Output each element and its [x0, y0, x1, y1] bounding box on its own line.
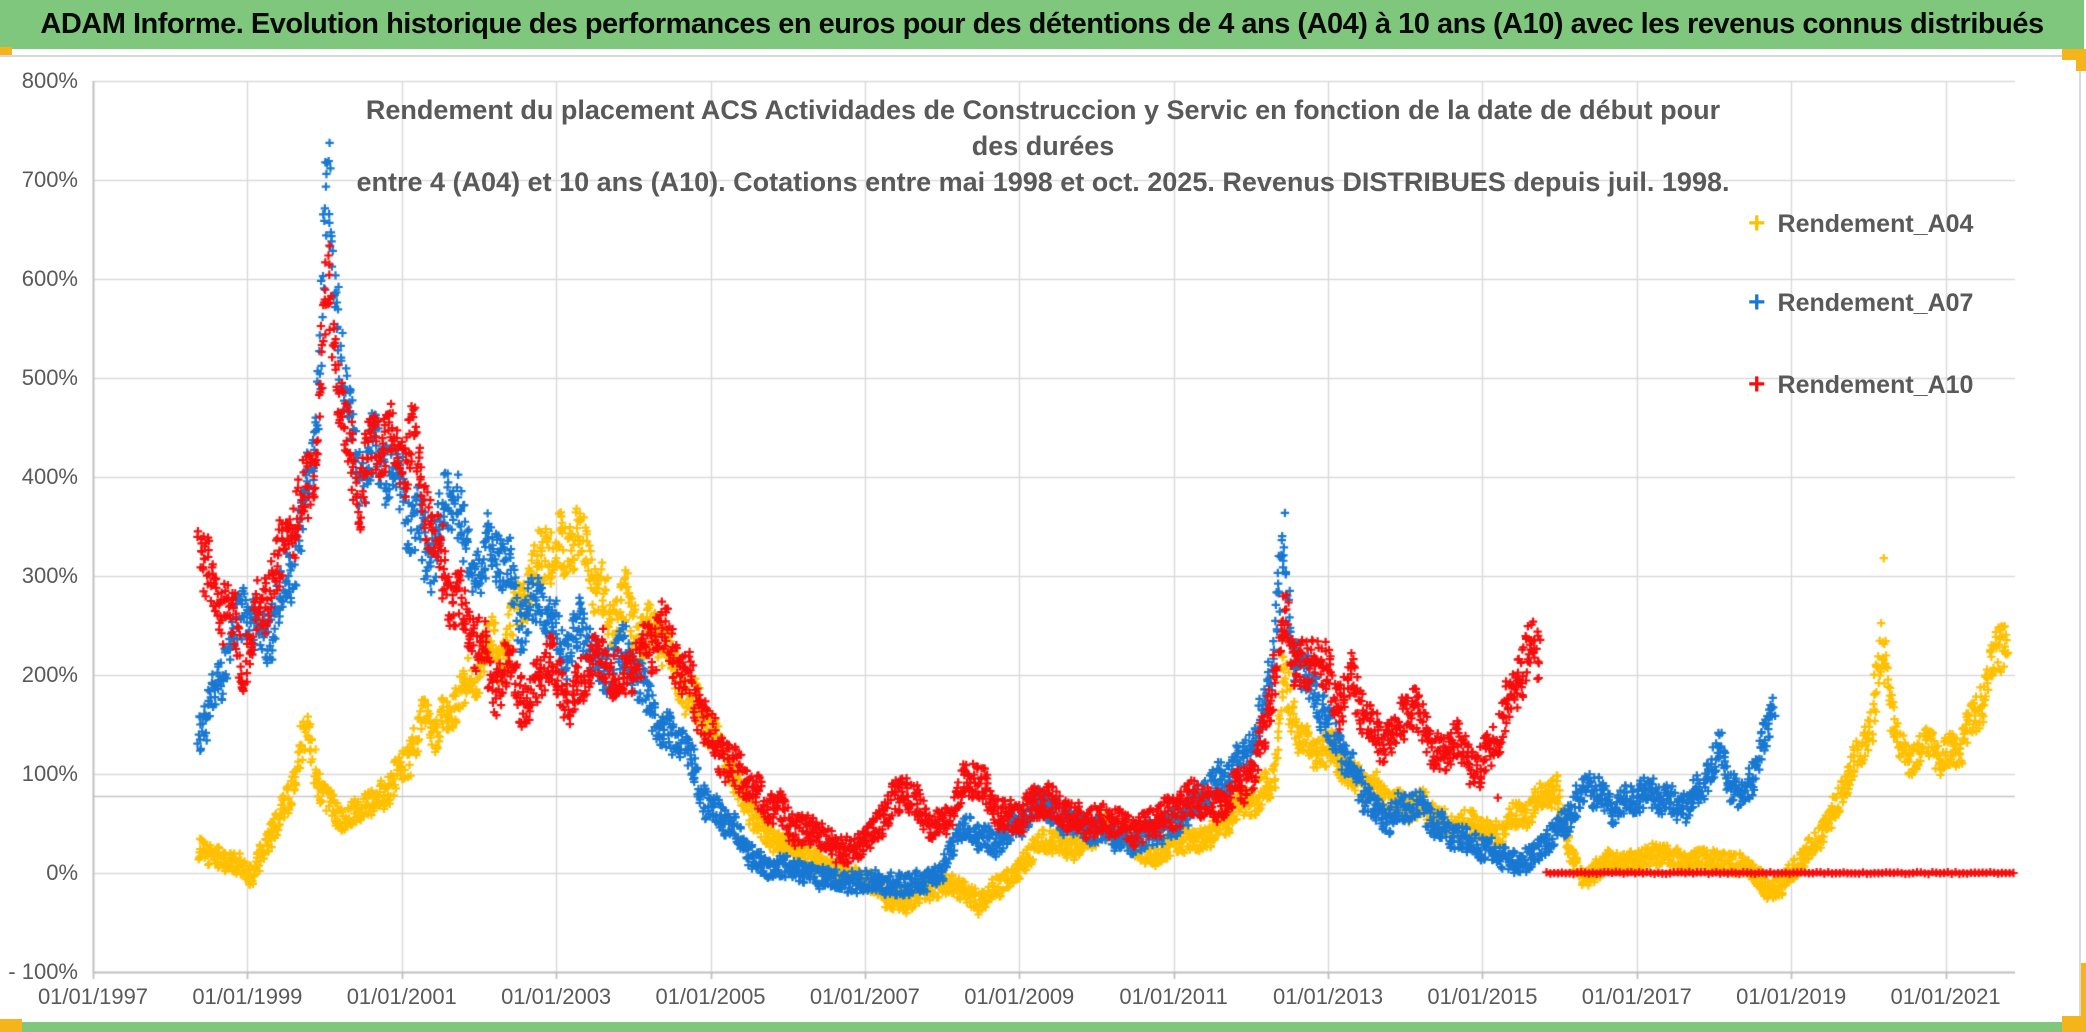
- footer-green-strip: [22, 1022, 2062, 1032]
- x-tick-label: 01/01/2015: [1427, 984, 1538, 1009]
- x-tick-label: 01/01/1999: [192, 984, 303, 1009]
- x-tick-label: 01/01/2021: [1890, 984, 2001, 1009]
- legend-marker-icon: +: [1748, 207, 1766, 240]
- legend-marker-icon: +: [1748, 368, 1766, 401]
- legend-item-rendement_a04[interactable]: + Rendement_A04: [1748, 208, 1973, 240]
- x-tick-label: 01/01/2017: [1581, 984, 1692, 1009]
- accent-top-right-horizontal: [2062, 49, 2086, 60]
- x-tick-label: 01/01/2013: [1272, 984, 1384, 1009]
- page-title: ADAM Informe. Evolution historique des p…: [40, 8, 2044, 40]
- accent-top-right-vertical: [2076, 49, 2086, 71]
- x-tick-label: 01/01/2011: [1119, 984, 1228, 1009]
- legend-label: Rendement_A10: [1777, 370, 1974, 399]
- legend-label: Rendement_A04: [1777, 209, 1974, 238]
- chart-title: Rendement du placement ACS Actividades d…: [343, 92, 1743, 200]
- y-tick-label: 0%: [46, 860, 78, 885]
- legend-label: Rendement_A07: [1777, 288, 1974, 317]
- header-banner: ADAM Informe. Evolution historique des p…: [0, 0, 2084, 49]
- x-tick-label: 01/01/2007: [809, 984, 920, 1009]
- y-tick-label: 100%: [21, 761, 78, 786]
- chart-frame-right-border: [2079, 56, 2081, 1022]
- legend-item-rendement_a07[interactable]: + Rendement_A07: [1748, 287, 1973, 319]
- y-tick-label: 500%: [21, 365, 78, 390]
- y-tick-label: 600%: [21, 266, 78, 291]
- header-underline: [0, 55, 2086, 57]
- chart-plot-area[interactable]: [93, 81, 2015, 972]
- x-tick-label: 01/01/2001: [346, 984, 457, 1009]
- y-tick-label: 300%: [21, 563, 78, 588]
- accent-bottom-right-block: [2062, 1016, 2086, 1032]
- y-tick-label: 400%: [21, 464, 78, 489]
- chart-title-line1: Rendement du placement ACS Actividades d…: [365, 95, 1721, 161]
- y-tick-label: 700%: [21, 167, 78, 192]
- legend-marker-icon: +: [1748, 286, 1766, 319]
- x-tick-label: 01/01/2005: [655, 984, 766, 1009]
- accent-top-left: [0, 47, 12, 55]
- x-tick-label: 01/01/2003: [501, 984, 612, 1009]
- x-tick-label: 01/01/2019: [1736, 984, 1847, 1009]
- accent-bottom-right-vertical: [2081, 963, 2086, 1023]
- chart-title-line2: entre 4 (A04) et 10 ans (A10). Cotations…: [356, 167, 1730, 197]
- legend-item-rendement_a10[interactable]: + Rendement_A10: [1748, 369, 1973, 401]
- accent-bottom-left: [0, 1019, 22, 1032]
- y-tick-label: 200%: [21, 662, 78, 687]
- x-tick-label: 01/01/1997: [37, 984, 149, 1009]
- y-tick-label: - 100%: [8, 959, 78, 984]
- x-tick-label: 01/01/2009: [964, 984, 1075, 1009]
- y-tick-label: 800%: [21, 68, 78, 93]
